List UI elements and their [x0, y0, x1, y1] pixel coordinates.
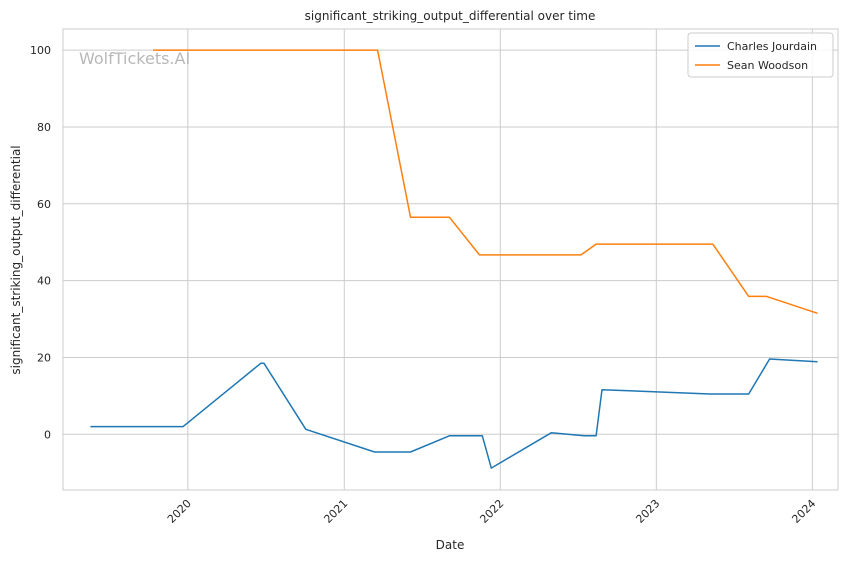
y-tick-label: 0	[44, 428, 51, 441]
legend-label-charles-jourdain: Charles Jourdain	[727, 40, 817, 53]
x-axis-ticks: 2020 2021 2022 2023 2024	[165, 497, 819, 526]
x-tick-label: 2020	[165, 497, 194, 526]
x-axis-title: Date	[436, 538, 465, 552]
plot-area	[62, 28, 839, 491]
x-tick-label: 2024	[789, 497, 818, 526]
y-tick-label: 80	[37, 121, 51, 134]
y-axis-title: significant_striking_output_differential	[9, 145, 23, 374]
legend-box	[687, 32, 834, 78]
y-tick-label: 100	[30, 44, 51, 57]
x-tick-label: 2022	[477, 497, 506, 526]
x-tick-label: 2021	[321, 497, 350, 526]
series-line-sean-woodson	[153, 49, 818, 315]
y-tick-label: 60	[37, 198, 51, 211]
legend: Charles Jourdain Sean Woodson	[687, 32, 834, 78]
watermark: WolfTickets.AI	[79, 49, 190, 68]
x-tick-label: 2023	[633, 497, 662, 526]
y-axis-ticks: 0 20 40 60 80 100	[30, 44, 51, 441]
series-lines	[90, 49, 818, 469]
y-tick-label: 40	[37, 275, 51, 288]
chart-title: significant_striking_output_differential…	[305, 9, 596, 23]
legend-label-sean-woodson: Sean Woodson	[727, 59, 808, 72]
y-tick-label: 20	[37, 351, 51, 364]
series-line-charles-jourdain	[90, 358, 818, 469]
